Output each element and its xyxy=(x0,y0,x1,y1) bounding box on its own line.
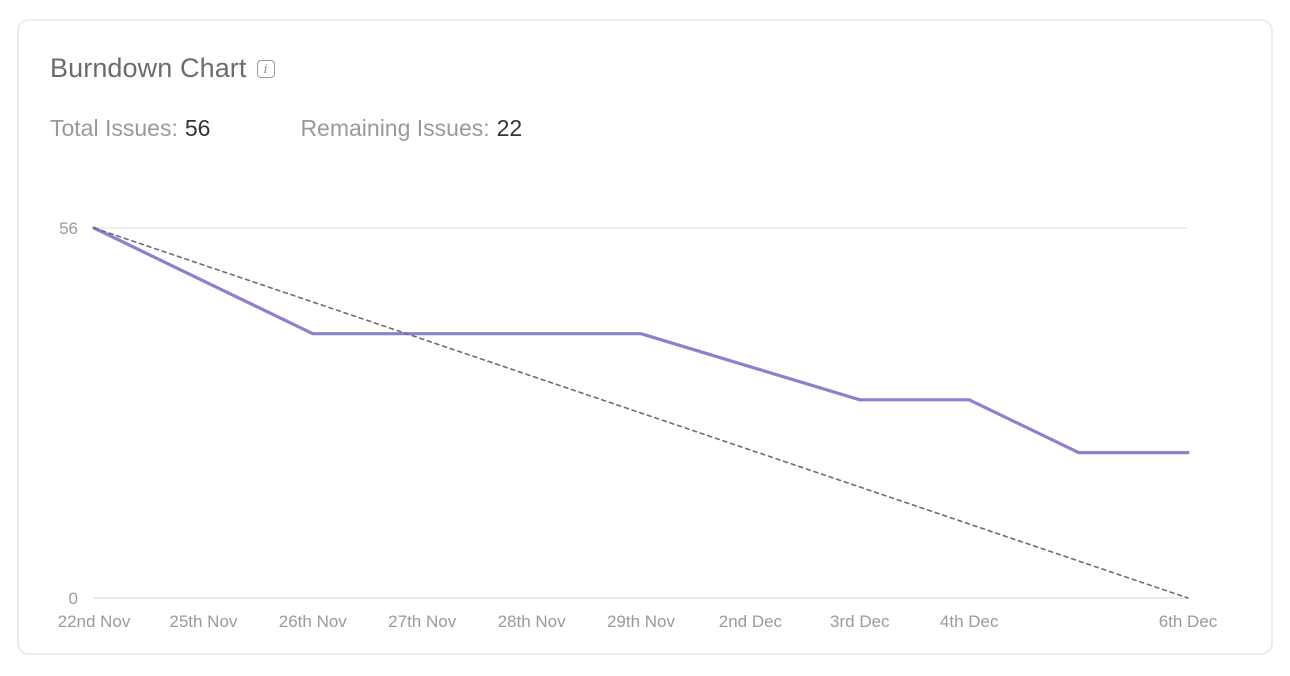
x-tick-label: 4th Dec xyxy=(940,612,999,631)
chart-header: Burndown Chart i xyxy=(50,53,275,84)
actual-burndown-line xyxy=(92,226,1190,455)
info-icon[interactable]: i xyxy=(256,59,275,78)
x-tick-label: 6th Dec xyxy=(1159,612,1218,631)
stats-row: Total Issues: 56 Remaining Issues: 22 xyxy=(50,115,522,142)
x-tick-label: 27th Nov xyxy=(388,612,457,631)
x-tick-label: 26th Nov xyxy=(279,612,348,631)
remaining-issues-value: 22 xyxy=(496,115,523,141)
y-tick-label: 0 xyxy=(69,589,78,608)
x-tick-label: 29th Nov xyxy=(607,612,676,631)
y-tick-label: 56 xyxy=(59,219,78,238)
x-tick-label: 2nd Dec xyxy=(719,612,783,631)
x-tick-label: 3rd Dec xyxy=(830,612,890,631)
chart-title: Burndown Chart xyxy=(50,53,247,83)
total-issues-stat: Total Issues: 56 xyxy=(50,115,210,142)
remaining-issues-stat: Remaining Issues: 22 xyxy=(300,115,522,142)
ideal-burndown-line xyxy=(93,227,1189,599)
remaining-issues-label: Remaining Issues: xyxy=(300,115,490,141)
x-tick-label: 25th Nov xyxy=(169,612,238,631)
total-issues-value: 56 xyxy=(184,115,211,141)
x-tick-label: 22nd Nov xyxy=(58,612,131,631)
x-tick-label: 28th Nov xyxy=(498,612,567,631)
total-issues-label: Total Issues: xyxy=(50,115,178,141)
burndown-card xyxy=(17,19,1273,655)
